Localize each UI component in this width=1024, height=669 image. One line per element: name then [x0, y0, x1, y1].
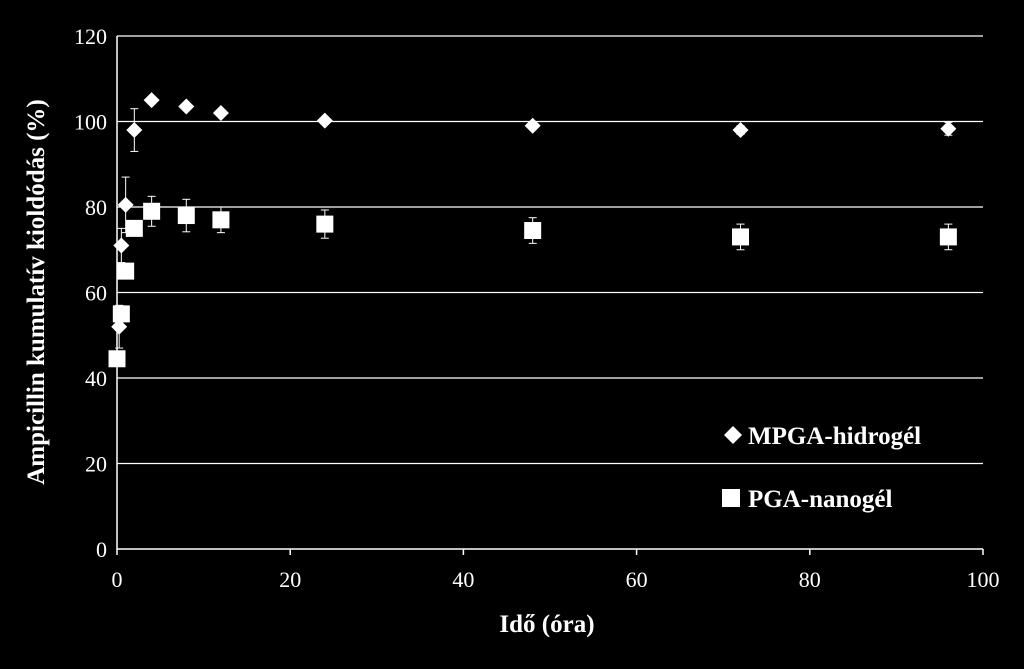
point-mpga-6: [212, 104, 229, 121]
x-tick-label-40: 40: [452, 567, 474, 592]
axes: [116, 36, 984, 555]
y-tick-label-100: 100: [74, 110, 107, 135]
point-mpga-2: [117, 196, 134, 213]
point-mpga-1: [113, 237, 130, 254]
y-axis-title: Ampicillin kumulatív kioldódás (%): [23, 99, 50, 485]
y-tick-label-60: 60: [85, 281, 107, 306]
x-tick-label-60: 60: [626, 567, 648, 592]
point-pga-7: [316, 215, 334, 233]
legend-marker-mpga: [724, 426, 742, 444]
legend-label-mpga: MPGA-hidrogél: [748, 423, 921, 450]
point-pga-2: [117, 262, 135, 280]
point-mpga-3: [126, 122, 143, 139]
y-tick-label-120: 120: [74, 24, 107, 49]
tick-labels: 0 20 40 60 80 100 120 0 20 40 60 80 100: [74, 24, 1000, 592]
point-mpga-5: [178, 98, 195, 115]
point-mpga-10: [940, 120, 957, 137]
point-mpga-7: [316, 112, 333, 129]
x-tick-label-0: 0: [112, 567, 123, 592]
point-mpga-8: [524, 117, 541, 134]
y-tick-label-20: 20: [85, 452, 107, 477]
legend-marker-pga: [722, 489, 740, 507]
point-pga-0: [108, 350, 126, 368]
x-tick-label-100: 100: [967, 567, 1000, 592]
x-tick-label-20: 20: [279, 567, 301, 592]
y-tick-label-80: 80: [85, 195, 107, 220]
y-tick-label-40: 40: [85, 366, 107, 391]
point-pga-3: [125, 219, 143, 237]
data-points: [108, 92, 957, 368]
point-pga-9: [732, 228, 750, 246]
point-pga-1: [112, 305, 130, 323]
point-pga-8: [524, 222, 542, 240]
point-pga-6: [212, 211, 230, 229]
legend-label-pga: PGA-nanogél: [748, 486, 893, 513]
point-mpga-4: [143, 92, 160, 109]
grid-lines: [117, 35, 983, 465]
x-axis-title: Idő (óra): [499, 611, 594, 638]
point-mpga-9: [732, 122, 749, 139]
point-pga-4: [143, 202, 161, 220]
point-mpga-0: [111, 318, 128, 335]
point-pga-5: [177, 207, 195, 225]
point-pga-10: [939, 228, 957, 246]
x-tick-label-80: 80: [799, 567, 821, 592]
legend: MPGA-hidrogél PGA-nanogél: [722, 423, 921, 513]
y-tick-label-0: 0: [96, 537, 107, 562]
